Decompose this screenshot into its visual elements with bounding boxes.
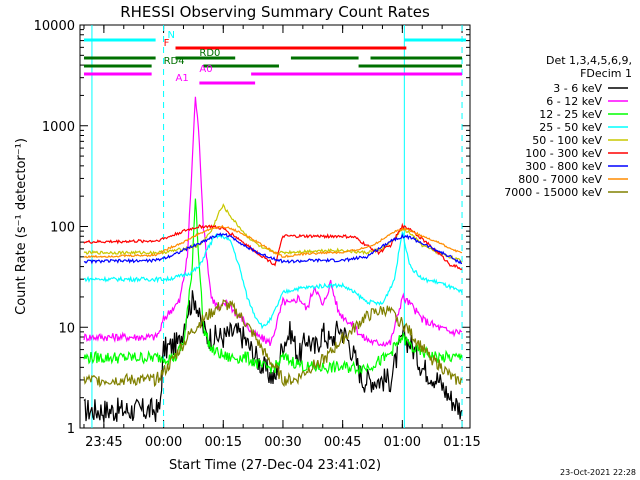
- series-line: [83, 203, 463, 264]
- series-line: [83, 224, 463, 259]
- series-line: [83, 198, 463, 376]
- x-tick-label: 00:15: [205, 435, 242, 450]
- y-tick-label: 1: [67, 422, 75, 437]
- flag-label: RD4: [164, 56, 185, 67]
- series-line: [83, 299, 463, 388]
- timestamp: 23-Oct-2021 22:28: [560, 468, 636, 477]
- x-tick-label: 00:45: [324, 435, 361, 450]
- series-line: [83, 96, 463, 347]
- legend-entry-label: 7000 - 15000 keV: [504, 186, 602, 199]
- x-tick-label: 01:15: [443, 435, 480, 450]
- legend-header: FDecim 1: [580, 67, 632, 80]
- legend-entry-label: 6 - 12 keV: [546, 95, 602, 108]
- x-tick-label: 00:30: [264, 435, 301, 450]
- series-line: [83, 232, 463, 265]
- legend-entry-label: 50 - 100 keV: [532, 134, 602, 147]
- series-line: [83, 222, 463, 271]
- legend-entry-label: 100 - 300 keV: [525, 147, 602, 160]
- x-tick-label: 01:00: [384, 435, 421, 450]
- y-tick-label: 100: [50, 221, 75, 236]
- x-tick-label: 23:45: [85, 435, 122, 450]
- y-tick-label: 10: [58, 321, 75, 336]
- flag-label: N: [168, 30, 175, 41]
- flag-label: A1: [176, 73, 189, 84]
- x-axis-label: Start Time (27-Dec-04 23:41:02): [169, 458, 381, 473]
- y-tick-label: 10000: [34, 19, 75, 34]
- y-axis-label: Count Rate (s⁻¹ detector⁻¹): [14, 138, 29, 315]
- legend-entry-label: 800 - 7000 keV: [518, 173, 602, 186]
- flag-label: A0: [199, 64, 212, 75]
- legend-entry-label: 3 - 6 keV: [553, 82, 602, 95]
- legend-entry-label: 25 - 50 keV: [539, 121, 602, 134]
- chart-title: RHESSI Observing Summary Count Rates: [120, 3, 430, 21]
- legend-entry-label: 12 - 25 keV: [539, 108, 602, 121]
- x-tick-label: 00:00: [145, 435, 182, 450]
- legend-entry-label: 300 - 800 keV: [525, 160, 602, 173]
- flag-label: RD0: [199, 48, 220, 59]
- flag-label: F: [164, 38, 170, 49]
- legend-header: Det 1,3,4,5,6,9,: [546, 54, 632, 67]
- series-line: [83, 230, 463, 330]
- y-tick-label: 1000: [42, 120, 75, 135]
